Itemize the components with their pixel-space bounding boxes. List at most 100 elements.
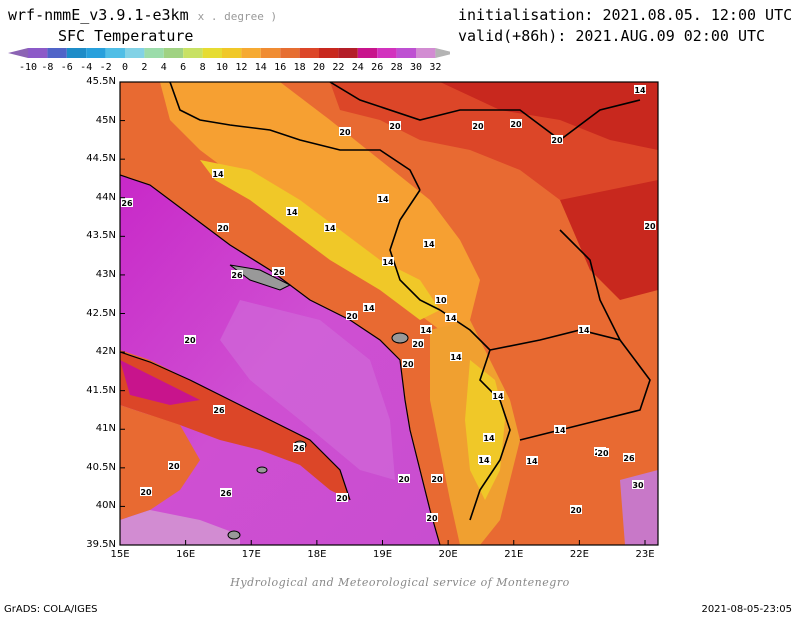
colorbar-swatch	[377, 48, 397, 58]
credit-line: Hydrological and Meteorological service …	[230, 576, 570, 589]
border-north	[169, 82, 421, 191]
svg-text:20: 20	[168, 462, 180, 471]
contour-label: 14	[634, 85, 646, 95]
svg-text:26: 26	[220, 489, 232, 498]
contour-label: 14	[492, 391, 504, 401]
contour-label: 14	[377, 194, 389, 204]
contour-label: 26	[213, 405, 225, 415]
hot-zone-ne	[440, 82, 658, 150]
colorbar-swatch	[144, 48, 164, 58]
svg-text:14: 14	[212, 170, 224, 179]
colorbar-label: 4	[161, 62, 167, 73]
contour-label: 20	[510, 119, 522, 129]
svg-text:20: 20	[339, 128, 351, 137]
colorbar-swatch	[125, 48, 145, 58]
contour-label: 14	[478, 455, 490, 465]
colorbar-swatch	[105, 48, 125, 58]
contour-label: 20	[140, 487, 152, 497]
svg-text:26: 26	[121, 199, 133, 208]
svg-text:20: 20	[402, 360, 414, 369]
contour-label: 26	[231, 270, 243, 280]
border-macedonia	[489, 329, 651, 441]
svg-text:20: 20	[217, 224, 229, 233]
border-bulgaria	[559, 229, 621, 341]
contour-label: 20	[398, 474, 410, 484]
colorbar: -10 -8 -6 -4 -2 0 2 4 6 8 10 12 14 16 18 20 22 24 26 28 30 32	[8, 48, 450, 73]
colorbar-label: 32	[429, 62, 441, 73]
svg-text:26: 26	[231, 271, 243, 280]
colorbar-swatch	[183, 48, 203, 58]
svg-text:26: 26	[273, 268, 285, 277]
lat-label: 40.5N	[86, 461, 116, 473]
svg-text:20: 20	[597, 449, 609, 458]
svg-text:14: 14	[634, 86, 646, 95]
colorbar-swatch	[357, 48, 378, 58]
svg-text:14: 14	[423, 240, 435, 249]
contour-label: 20	[402, 359, 414, 369]
colorbar-label: 8	[200, 62, 206, 73]
colorbar-label: 14	[255, 62, 267, 73]
svg-text:20: 20	[184, 336, 196, 345]
contour-label: 14	[423, 239, 435, 249]
model-name: wrf-nmmE_v3.9.1-e3km	[8, 6, 189, 24]
colorbar-label: 26	[371, 62, 383, 73]
contour-label: 20	[426, 513, 438, 523]
colorbar-label: 30	[410, 62, 422, 73]
colorbar-swatch	[396, 48, 416, 58]
contour-label: 20	[336, 493, 348, 503]
svg-text:14: 14	[578, 326, 590, 335]
contour-label: 14	[324, 223, 336, 233]
lon-label: 17E	[241, 549, 261, 560]
colorbar-swatch	[47, 48, 67, 58]
colorbar-swatch	[222, 48, 242, 58]
svg-text:14: 14	[450, 353, 462, 362]
contour-label: 10	[435, 295, 447, 305]
cool-band-dinaric	[160, 82, 480, 330]
border-serbia	[329, 82, 641, 141]
colorbar-label: 28	[391, 62, 403, 73]
svg-text:20: 20	[389, 122, 401, 131]
svg-text:30: 30	[632, 481, 644, 490]
colorbar-swatch	[66, 48, 87, 58]
svg-text:14: 14	[363, 304, 375, 313]
svg-text:20: 20	[570, 506, 582, 515]
sea-cooler-patch	[220, 300, 395, 480]
svg-text:14: 14	[483, 434, 495, 443]
contour-label: 20	[472, 121, 484, 131]
lat-label: 41.5N	[86, 384, 116, 396]
contour-label: 14	[450, 352, 462, 362]
contour-label: 14	[554, 425, 566, 435]
contour-label: 20	[644, 221, 656, 231]
svg-text:14: 14	[324, 224, 336, 233]
lon-label: 21E	[504, 549, 524, 560]
lon-label: 15E	[110, 549, 130, 560]
svg-text:10: 10	[435, 296, 447, 305]
colorbar-label: -8	[41, 62, 53, 73]
colorbar-label: 24	[352, 62, 364, 73]
lake	[391, 332, 409, 344]
contour-label: 14	[363, 303, 375, 313]
colorbar-left-cap	[8, 48, 28, 58]
svg-text:20: 20	[551, 136, 563, 145]
lat-label: 44N	[95, 191, 116, 203]
svg-text:20: 20	[431, 475, 443, 484]
contour-label: 14	[526, 456, 538, 466]
svg-text:14: 14	[445, 314, 457, 323]
colorbar-label: 2	[141, 62, 147, 73]
svg-text:26: 26	[293, 444, 305, 453]
svg-text:14: 14	[478, 456, 490, 465]
colorbar-right-cap	[435, 48, 450, 58]
svg-text:14: 14	[526, 457, 538, 466]
contour-label: 26	[293, 443, 305, 453]
colorbar-swatch	[202, 48, 222, 58]
colorbar-label: 0	[122, 62, 128, 73]
valid-time: valid(+86h): 2021.AUG.09 02:00 UTC	[458, 27, 766, 45]
italy-coast-hot	[120, 360, 200, 405]
lat-label: 43N	[95, 268, 116, 280]
contour-label: 14	[382, 257, 394, 267]
colorbar-swatch	[163, 48, 184, 58]
svg-text:20: 20	[336, 494, 348, 503]
colorbar-swatch	[86, 48, 106, 58]
cool-band-inner	[200, 160, 440, 320]
